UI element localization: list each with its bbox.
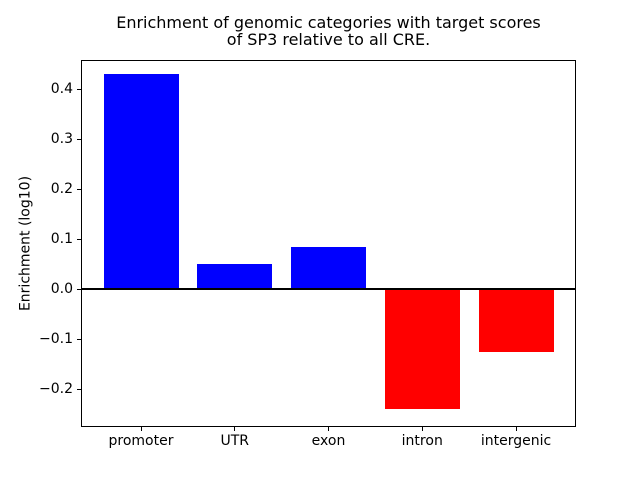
- y-tick-label: −0.1: [39, 330, 73, 347]
- x-tick-mark: [234, 427, 236, 431]
- x-tick-label-UTR: UTR: [220, 433, 250, 449]
- bar-promoter: [103, 74, 179, 289]
- y-tick-mark: [77, 338, 81, 340]
- y-tick-label: 0.4: [50, 80, 73, 97]
- y-tick-mark: [77, 388, 81, 390]
- x-tick-label-intron: intron: [401, 433, 443, 449]
- y-tick-label: −0.2: [39, 380, 73, 397]
- x-tick-label-promoter: promoter: [108, 433, 174, 449]
- x-tick-label-intergenic: intergenic: [480, 433, 552, 449]
- zero-line: [81, 288, 576, 290]
- bar-intergenic: [478, 289, 554, 352]
- y-tick-label: 0.0: [50, 280, 73, 297]
- bar-intron: [384, 289, 460, 409]
- y-tick-mark: [77, 238, 81, 240]
- y-tick-label: 0.3: [50, 130, 73, 147]
- y-tick-mark: [77, 88, 81, 90]
- y-tick-mark: [77, 138, 81, 140]
- x-tick-mark: [421, 427, 423, 431]
- bar-exon: [291, 246, 366, 289]
- y-tick-mark: [77, 288, 81, 290]
- x-tick-mark: [140, 427, 142, 431]
- x-tick-label-exon: exon: [311, 433, 346, 449]
- x-tick-mark: [515, 427, 517, 431]
- y-tick-label: 0.2: [50, 180, 73, 197]
- y-tick-label: 0.1: [50, 230, 73, 247]
- y-tick-mark: [77, 188, 81, 190]
- x-tick-mark: [328, 427, 329, 431]
- chart-title: Enrichment of genomic categories with ta…: [116, 13, 541, 49]
- bar-UTR: [197, 264, 273, 289]
